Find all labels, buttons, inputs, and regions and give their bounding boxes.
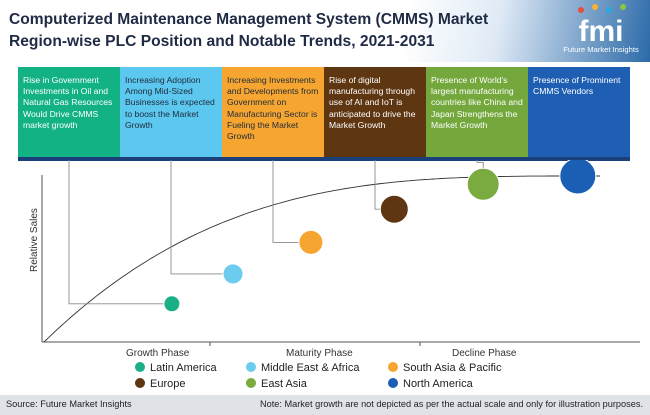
brand-logo: fmi Future Market Insights <box>555 2 647 60</box>
legend-swatch <box>246 378 256 388</box>
logo-dot <box>592 4 598 10</box>
plc-chart: Relative Sales <box>29 160 640 346</box>
legend-item-east-asia: East Asia <box>246 378 307 392</box>
legend-label: South Asia & Pacific <box>403 362 502 374</box>
phase-growth: Growth Phase <box>126 348 190 359</box>
plc-curve <box>43 175 600 343</box>
bubble-south-asia-pacific <box>298 229 324 255</box>
legend-label: Latin America <box>150 362 217 374</box>
legend-item-south-asia-pacific: South Asia & Pacific <box>388 362 501 376</box>
trend-box-east-asia: Presence of World's largest manufacturin… <box>426 67 528 159</box>
legend-label: North America <box>403 378 473 390</box>
bubble-north-america <box>559 160 597 195</box>
brand-name: Future Market Insights <box>563 45 639 54</box>
bubble-east-asia <box>466 167 500 201</box>
legend-item-middle-east-africa: Middle East & Africa <box>246 362 359 376</box>
logo-dot <box>620 4 626 10</box>
legend-item-europe: Europe <box>135 378 185 392</box>
trend-text: Presence of World's largest manufacturin… <box>431 75 523 130</box>
header-banner: Computerized Maintenance Management Syst… <box>0 0 650 62</box>
legend-item-north-america: North America <box>388 378 473 392</box>
legend-swatch <box>135 378 145 388</box>
legend-swatch <box>246 362 256 372</box>
phase-decline: Decline Phase <box>452 348 517 359</box>
footer-bar: Source: Future Market Insights Note: Mar… <box>0 395 650 415</box>
connector-east-asia <box>476 160 484 169</box>
legend-label: East Asia <box>261 378 307 390</box>
bubble-latin-america <box>163 295 181 313</box>
logo-dot <box>606 7 612 13</box>
connector-lines <box>68 160 484 305</box>
connector-latin-america <box>68 160 164 305</box>
trend-underline <box>18 157 630 161</box>
trend-text: Increasing Investments and Developments … <box>227 75 319 142</box>
fmi-logo-text: fmi <box>579 15 624 46</box>
region-bubbles <box>163 160 597 313</box>
page-title: Computerized Maintenance Management Syst… <box>9 9 539 53</box>
y-axis-label: Relative Sales <box>29 208 40 272</box>
trend-box-south-asia-pacific: Increasing Investments and Developments … <box>222 67 324 159</box>
trend-box-latin-america: Rise in Government Investments in Oil an… <box>18 67 120 159</box>
logo-dot <box>578 7 584 13</box>
trend-box-north-america: Presence of Prominent CMMS Vendors <box>528 67 630 159</box>
trend-text: Increasing Adoption Among Mid-Sized Busi… <box>125 75 215 130</box>
trend-text: Rise in Government Investments in Oil an… <box>23 75 113 130</box>
legend-swatch <box>388 362 398 372</box>
legend-swatch <box>135 362 145 372</box>
source-text: Source: Future Market Insights <box>6 399 132 409</box>
title-line-2: Region-wise PLC Position and Notable Tre… <box>9 33 435 50</box>
legend-label: Middle East & Africa <box>261 362 360 374</box>
trend-box-europe: Rise of digital manufacturing through us… <box>324 67 426 159</box>
phase-maturity: Maturity Phase <box>286 348 353 359</box>
connector-middle-east-africa <box>170 160 224 275</box>
legend-swatch <box>388 378 398 388</box>
connector-europe <box>374 160 381 210</box>
bubble-europe <box>379 194 409 224</box>
title-line-1: Computerized Maintenance Management Syst… <box>9 11 489 28</box>
trend-text: Rise of digital manufacturing through us… <box>329 75 416 130</box>
note-text: Note: Market growth are not depicted as … <box>259 399 643 409</box>
fmi-logo-icon: fmi <box>578 4 626 46</box>
bubble-middle-east-africa <box>222 263 244 285</box>
legend-item-latin-america: Latin America <box>135 362 217 376</box>
connector-south-asia-pacific <box>272 160 299 243</box>
trend-box-middle-east-africa: Increasing Adoption Among Mid-Sized Busi… <box>120 67 222 159</box>
legend-label: Europe <box>150 378 186 390</box>
trend-text: Presence of Prominent CMMS Vendors <box>533 75 621 97</box>
